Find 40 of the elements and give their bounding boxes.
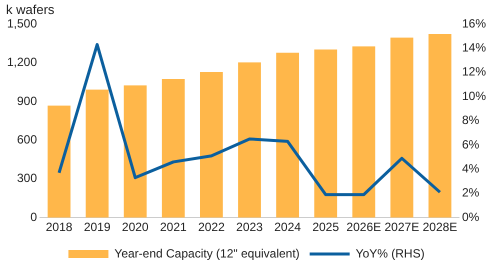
y-tick-label: 900 (17, 94, 38, 108)
bar (314, 50, 338, 218)
legend-label: Year-end Capacity (12" equivalent) (114, 246, 300, 260)
x-tick-label: 2022 (198, 220, 226, 234)
y-tick-label: 600 (17, 132, 38, 146)
y-tick-label: 300 (17, 171, 38, 186)
y2-tick-label: 0% (462, 210, 480, 224)
x-tick-label: 2027E (384, 220, 420, 234)
bar (390, 38, 414, 218)
x-tick-label: 2021 (160, 220, 187, 234)
y2-tick-label: 14% (462, 40, 486, 55)
y-axis-title: k wafers (6, 2, 54, 17)
y2-tick-label: 8% (462, 113, 480, 128)
y-tick-label: 0 (30, 210, 38, 224)
bar (200, 72, 223, 218)
y2-tick-label: 10% (462, 88, 486, 103)
y2-tick-label: 4% (462, 162, 480, 176)
x-tick-label: 2020 (122, 220, 149, 234)
y2-tick-label: 6% (462, 137, 480, 152)
bar (352, 46, 376, 218)
y-tick-label: 1,200 (7, 55, 38, 70)
x-tick-label: 2025 (312, 220, 340, 234)
y2-tick-label: 2% (462, 186, 480, 200)
bar (238, 62, 261, 218)
bar (124, 85, 147, 218)
bar (428, 34, 452, 218)
bar (162, 78, 185, 218)
bar (276, 52, 300, 218)
legend-label: YoY% (RHS) (356, 246, 425, 260)
x-tick-label: 2026E (346, 220, 382, 234)
x-tick-label: 2023 (236, 220, 264, 234)
x-tick-label: 2028E (422, 220, 458, 234)
y2-tick-label: 16% (462, 16, 486, 30)
x-tick-label: 2024 (274, 220, 302, 234)
bar (86, 90, 109, 218)
y2-tick-label: 12% (462, 64, 486, 79)
x-tick-label: 2019 (84, 220, 111, 234)
x-tick-label: 2018 (46, 220, 73, 234)
bar (48, 106, 70, 218)
y-tick-label: 1,500 (7, 16, 38, 30)
